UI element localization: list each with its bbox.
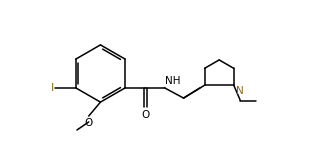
- Text: I: I: [51, 83, 54, 93]
- Text: N: N: [236, 86, 244, 96]
- Text: O: O: [141, 110, 150, 120]
- Text: NH: NH: [165, 76, 181, 86]
- Text: O: O: [85, 118, 93, 128]
